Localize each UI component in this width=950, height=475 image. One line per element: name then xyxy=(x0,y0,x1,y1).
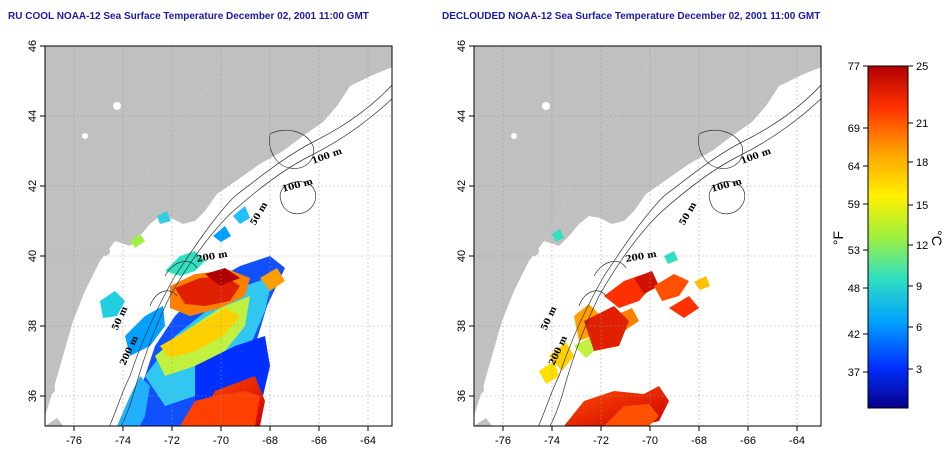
lat-tick-label: 38 xyxy=(27,320,39,332)
left-map-panel: 100 m 100 m 50 m 200 m 50 m 200 m -76 -7… xyxy=(27,40,393,447)
lon-tick-label: -76 xyxy=(495,435,511,447)
right-map-title: DECLOUDED NOAA-12 Sea Surface Temperatur… xyxy=(442,11,821,22)
lon-tick-label: -72 xyxy=(164,435,180,447)
colorbar-c-tick: 9 xyxy=(916,281,922,293)
lat-tick-label: 38 xyxy=(456,320,468,332)
colorbar-unit-celsius: °C xyxy=(929,230,945,246)
colorbar-f-tick: 42 xyxy=(848,329,860,341)
colorbar-gradient xyxy=(867,65,909,409)
lat-tick-label: 36 xyxy=(456,390,468,402)
lon-tick-label: -76 xyxy=(66,435,82,447)
lon-tick-label: -70 xyxy=(642,435,658,447)
left-map-frame xyxy=(44,45,393,427)
colorbar-c-tick: 25 xyxy=(916,61,928,73)
right-map-grid xyxy=(474,46,821,426)
colorbar-f-tick: 59 xyxy=(848,199,860,211)
lon-tick-label: -68 xyxy=(262,435,278,447)
lon-tick-label: -74 xyxy=(544,435,560,447)
lon-tick-label: -64 xyxy=(789,435,805,447)
lon-tick-label: -64 xyxy=(360,435,376,447)
lon-tick-label: -66 xyxy=(740,435,756,447)
colorbar-c-tick: 18 xyxy=(916,157,928,169)
colorbar: 77 69 64 59 53 48 42 37 25 21 18 15 12 9… xyxy=(830,61,945,409)
lon-tick-label: -68 xyxy=(691,435,707,447)
colorbar-ticks xyxy=(863,65,913,373)
colorbar-f-tick: 48 xyxy=(848,283,860,295)
lat-tick-label: 46 xyxy=(27,40,39,52)
left-map-grid xyxy=(45,46,392,426)
colorbar-f-tick: 64 xyxy=(848,161,860,173)
lat-tick-label: 40 xyxy=(27,250,39,262)
colorbar-c-tick: 12 xyxy=(916,240,928,252)
lat-tick-label: 42 xyxy=(456,180,468,192)
lat-tick-label: 40 xyxy=(456,250,468,262)
colorbar-c-tick: 6 xyxy=(916,322,922,334)
lat-tick-label: 36 xyxy=(27,390,39,402)
left-map-plot-area: 100 m 100 m 50 m 200 m 50 m 200 m xyxy=(45,46,392,426)
lon-tick-label: -72 xyxy=(593,435,609,447)
colorbar-c-tick: 3 xyxy=(916,364,922,376)
colorbar-unit-fahrenheit: °F xyxy=(830,231,846,245)
lon-tick-label: -66 xyxy=(311,435,327,447)
right-map-frame xyxy=(473,45,822,427)
lat-tick-label: 46 xyxy=(456,40,468,52)
colorbar-f-tick: 53 xyxy=(848,245,860,257)
lon-tick-label: -70 xyxy=(213,435,229,447)
lat-tick-label: 44 xyxy=(456,110,468,122)
right-map-panel: 100 m 100 m 50 m 200 m 50 m 200 m -76 -7… xyxy=(456,40,822,447)
colorbar-c-tick: 21 xyxy=(916,118,928,130)
left-map-ticks xyxy=(40,45,369,431)
left-map-title: RU COOL NOAA-12 Sea Surface Temperature … xyxy=(8,11,369,22)
lat-tick-label: 42 xyxy=(27,180,39,192)
lat-tick-label: 44 xyxy=(27,110,39,122)
right-map-ticks xyxy=(469,45,798,431)
left-sst-field xyxy=(100,206,285,426)
lon-tick-label: -74 xyxy=(115,435,131,447)
colorbar-f-tick: 69 xyxy=(848,123,860,135)
colorbar-f-tick: 77 xyxy=(848,61,860,73)
colorbar-c-tick: 15 xyxy=(916,200,928,212)
colorbar-f-tick: 37 xyxy=(848,367,860,379)
